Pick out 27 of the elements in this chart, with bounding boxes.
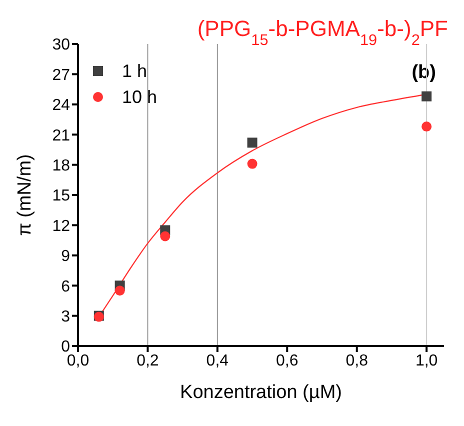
x-tick-label: 0,6 (276, 352, 298, 370)
y-tick-label: 3 (61, 308, 70, 326)
x-tick-label: 0,2 (136, 352, 159, 370)
chart-title: (PPG$_{15}$-b-PGMA$_{19}$-b-)$_{2}$PF (197, 16, 448, 48)
point (422, 122, 432, 132)
x-tick-label: 1,0 (415, 352, 438, 370)
x-tick-label: 0,8 (346, 352, 368, 370)
y-tick-label: 9 (61, 248, 70, 266)
point (114, 286, 125, 296)
y-tick-label: 6 (61, 278, 70, 296)
annotation: (b) (412, 62, 436, 84)
legend-label: 1 h (122, 60, 148, 83)
point (422, 91, 432, 102)
y-tick-label: 12 (52, 218, 70, 235)
y-axis-title: π (mN/m) (14, 154, 36, 236)
y-tick-label: 15 (52, 188, 70, 205)
y-tick-label: 27 (52, 66, 70, 84)
legend-label: 10 h (122, 86, 158, 109)
x-tick-label: 0,4 (206, 352, 229, 370)
point (160, 231, 170, 242)
y-tick-label: 21 (52, 127, 70, 144)
y-tick-label: 24 (52, 97, 70, 114)
x-axis-title: Konzentration (µM) (180, 382, 342, 403)
y-tick-label: 18 (52, 157, 70, 174)
point (247, 158, 258, 169)
y-tick-label: 30 (52, 36, 70, 54)
point (247, 138, 258, 148)
